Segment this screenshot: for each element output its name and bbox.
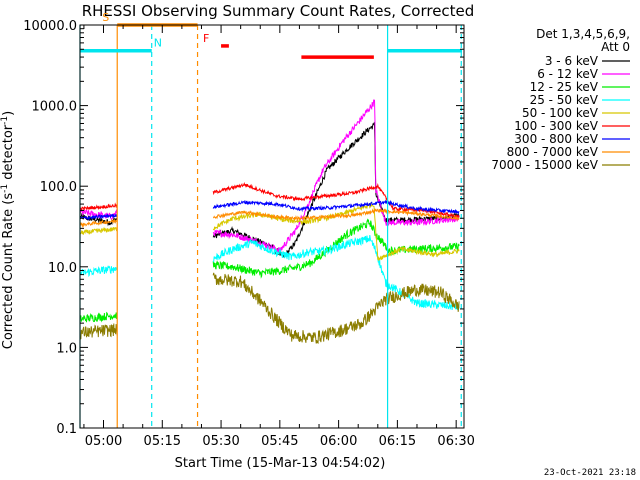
- y-axis-label: Corrected Count Rate (s-1 detector-1): [0, 111, 16, 349]
- y-tick-label: 10000.0: [23, 19, 77, 34]
- flag-label: S: [102, 11, 109, 24]
- plot-frame: [79, 24, 465, 429]
- y-tick-label: 10.0: [48, 261, 77, 276]
- y-tick-label: 0.1: [56, 422, 77, 437]
- series-line: [80, 323, 118, 340]
- x-tick-label: 05:45: [261, 434, 298, 449]
- series-line: [79, 265, 118, 278]
- series-line: [79, 226, 118, 235]
- y-axis-label-part: ): [1, 111, 16, 116]
- footer-timestamp: 23-Oct-2021 23:18: [544, 468, 636, 478]
- series-line: [212, 272, 460, 345]
- series-line: [79, 209, 118, 221]
- y-axis-label-part: detector: [1, 124, 16, 184]
- legend-entry-label: 100 - 300 keV: [514, 119, 598, 133]
- series-line: [79, 218, 118, 228]
- legend-entry-label: 300 - 800 keV: [514, 132, 598, 146]
- y-tick-label: 1.0: [56, 341, 77, 356]
- legend-title-line: Att 0: [601, 40, 630, 54]
- x-tick-label: 06:00: [320, 434, 357, 449]
- y-tick-label: 1000.0: [32, 100, 78, 115]
- series-line: [212, 207, 460, 222]
- y-axis-label-superscript: -1: [0, 184, 10, 193]
- series-line: [212, 98, 460, 254]
- series-line: [79, 311, 118, 323]
- chart-title: RHESSI Observing Summary Count Rates, Co…: [82, 2, 475, 20]
- series-line: [212, 199, 460, 216]
- x-axis-label: Start Time (15-Mar-13 04:54:02): [175, 456, 386, 471]
- y-tick-label: 100.0: [40, 180, 77, 195]
- legend-entry-label: 3 - 6 keV: [545, 54, 599, 68]
- x-tick-label: 05:00: [85, 434, 122, 449]
- plot-area: [79, 98, 460, 345]
- legend-entry-label: 7000 - 15000 keV: [491, 158, 598, 172]
- legend-title-line: Det 1,3,4,5,6,9,: [536, 27, 630, 41]
- series-line: [79, 213, 118, 221]
- flag-label: F: [203, 32, 209, 45]
- series-line: [212, 235, 460, 310]
- series-line: [79, 212, 118, 227]
- x-tick-label: 05:30: [202, 434, 239, 449]
- series-line: [212, 121, 460, 258]
- legend-entry-label: 800 - 7000 keV: [507, 145, 599, 159]
- legend-entry-label: 25 - 50 keV: [530, 93, 599, 107]
- series-line: [80, 202, 118, 211]
- flag-label: N: [154, 37, 162, 50]
- legend-entry-label: 50 - 100 keV: [522, 106, 599, 120]
- legend-entry-label: 6 - 12 keV: [537, 67, 599, 81]
- y-axis-label-superscript: -1: [0, 116, 10, 125]
- axes-layer: 0.1 1.0 10.0 100.0 1000.0 10000.0 05:00 05:15 05…: [23, 19, 475, 449]
- y-axis-label-part: Corrected Count Rate (s: [1, 193, 16, 350]
- legend-entry-label: 12 - 25 keV: [530, 80, 599, 94]
- x-tick-label: 06:15: [379, 434, 416, 449]
- x-tick-label: 06:30: [437, 434, 474, 449]
- x-tick-label: 05:15: [144, 434, 181, 449]
